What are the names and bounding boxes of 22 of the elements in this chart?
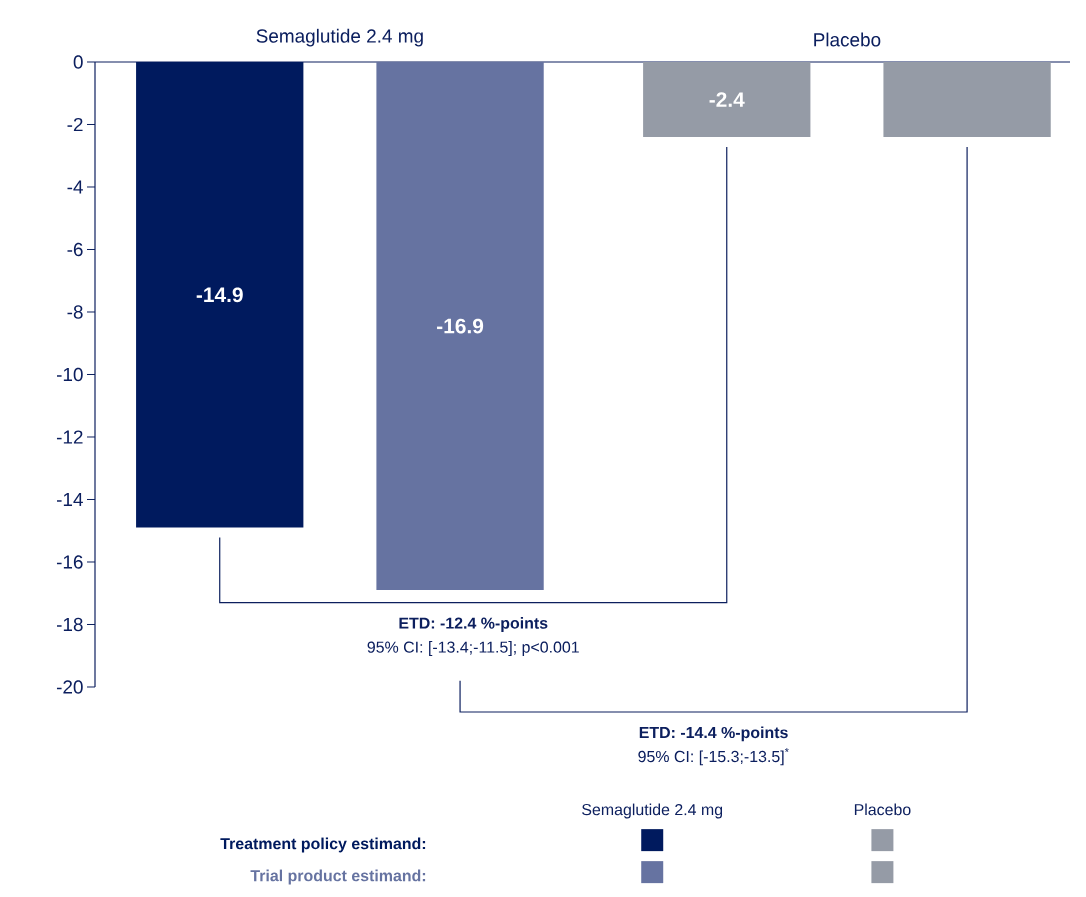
category-label: Placebo: [854, 803, 911, 816]
y-tick-label: -16: [56, 555, 83, 569]
y-tick-label: -4: [67, 180, 83, 194]
annotation: 95% CI: [-13.4;-11.5]; p<0.001: [367, 641, 579, 656]
y-tick-label: -10: [56, 367, 83, 382]
y-tick-label: -6: [67, 242, 83, 257]
y-tick-label: -20: [56, 680, 83, 694]
y-tick-label: -2: [67, 117, 83, 132]
text: ETD: -14.4 %-points: [639, 726, 788, 742]
data-label: -2.4: [709, 92, 745, 107]
y-tick-label: -8: [67, 305, 83, 319]
data-label: -16.9: [437, 318, 484, 334]
text: Trial product estimand:: [250, 869, 426, 885]
data-label: -14.9: [196, 287, 243, 303]
text: Treatment policy estimand:: [220, 837, 426, 853]
y-tick-label: -14: [56, 492, 83, 507]
y-tick-label: -12: [56, 430, 83, 444]
category-label: Semaglutide 2.4 mg: [582, 803, 723, 819]
y-tick-label: 0: [73, 55, 83, 69]
text: 95% CI: [-15.3;-13.5]$^{*}$: [638, 748, 789, 766]
y-tick-label: -18: [56, 617, 83, 632]
annotation: ETD: -12.4 %-points: [399, 617, 548, 632]
